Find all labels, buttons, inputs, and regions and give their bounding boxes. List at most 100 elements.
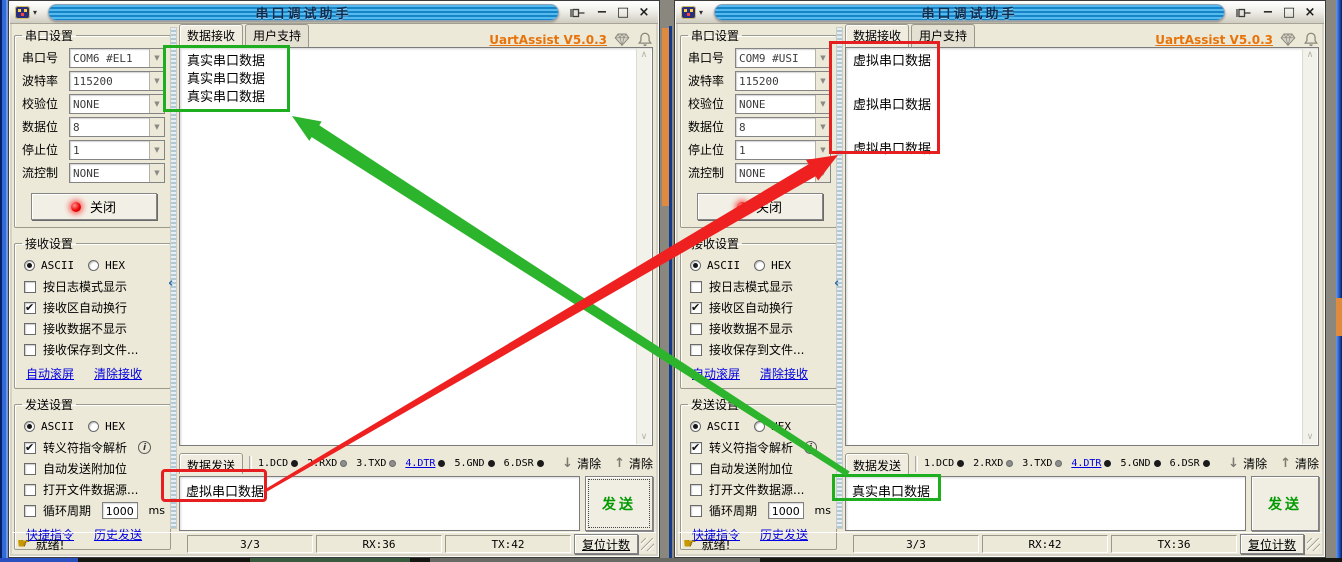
- send-button[interactable]: 发送: [1251, 476, 1319, 531]
- dropdown-arrow-icon[interactable]: ▼: [815, 140, 830, 159]
- collapse-panel-icon[interactable]: ‹: [834, 276, 840, 291]
- dropdown-arrow-icon[interactable]: ▼: [149, 71, 164, 90]
- resize-grip[interactable]: [641, 537, 654, 551]
- scroll-down-icon[interactable]: ∨: [640, 432, 648, 442]
- tab-data-receive[interactable]: 数据接收: [179, 24, 244, 47]
- close-window-button[interactable]: ×: [1304, 5, 1316, 20]
- version-link[interactable]: UartAssist V5.0.3: [489, 33, 607, 47]
- baud-select[interactable]: 115200 ▼: [735, 70, 831, 91]
- pin-dtr[interactable]: 4.DTR: [1071, 458, 1112, 469]
- dropdown-arrow-icon[interactable]: ▼: [815, 163, 830, 182]
- maximize-button[interactable]: □: [1282, 5, 1296, 20]
- auto-scroll-link[interactable]: 自动滚屏: [26, 367, 75, 381]
- shortcut-commands-link[interactable]: 快捷指令: [26, 528, 75, 542]
- dropdown-arrow-icon[interactable]: ▼: [149, 140, 164, 159]
- receive-hex-radio[interactable]: [754, 259, 766, 271]
- log-mode-checkbox[interactable]: [24, 280, 36, 293]
- file-source-checkbox[interactable]: [24, 483, 36, 496]
- tab-data-receive[interactable]: 数据接收: [845, 24, 910, 47]
- hide-received-checkbox[interactable]: [24, 322, 36, 335]
- port-select[interactable]: COM9 #USI ▼: [735, 47, 831, 68]
- scroll-up-icon[interactable]: ∧: [1306, 50, 1314, 60]
- log-mode-checkbox[interactable]: [690, 280, 702, 293]
- close-port-button[interactable]: 关闭: [696, 193, 823, 220]
- clear-receive-button[interactable]: ↓ 清除: [562, 455, 601, 472]
- pin-dtr-label[interactable]: 4.DTR: [405, 458, 436, 469]
- send-history-link[interactable]: 历史发送: [94, 528, 143, 542]
- close-port-button[interactable]: 关闭: [30, 193, 157, 220]
- databits-select[interactable]: 8 ▼: [735, 116, 831, 137]
- receive-data-area[interactable]: 真实串口数据 真实串口数据 真实串口数据 ∧ ∨: [179, 47, 653, 446]
- resize-grip[interactable]: [1307, 537, 1320, 551]
- tab-user-support[interactable]: 用户支持: [245, 24, 310, 47]
- send-ascii-radio[interactable]: [24, 420, 35, 432]
- cycle-period-input[interactable]: 1000: [768, 502, 804, 519]
- minimize-button[interactable]: −: [596, 5, 608, 20]
- window-menu-caret-icon[interactable]: ▾: [699, 8, 704, 17]
- flowctrl-select[interactable]: NONE ▼: [735, 162, 831, 183]
- scroll-down-icon[interactable]: ∨: [1306, 432, 1314, 442]
- info-icon[interactable]: i: [804, 441, 818, 454]
- hide-received-checkbox[interactable]: [690, 322, 702, 335]
- dropdown-arrow-icon[interactable]: ▼: [149, 163, 164, 182]
- file-source-checkbox[interactable]: [690, 483, 702, 496]
- info-icon[interactable]: i: [138, 441, 152, 454]
- scroll-up-icon[interactable]: ∧: [640, 50, 648, 60]
- reset-counter-button[interactable]: 复位计数: [574, 534, 638, 554]
- parity-select[interactable]: NONE ▼: [69, 93, 165, 114]
- clear-receive-link[interactable]: 清除接收: [94, 367, 143, 381]
- save-to-file-checkbox[interactable]: [24, 343, 36, 356]
- baud-select[interactable]: 115200 ▼: [69, 70, 165, 91]
- receive-data-area[interactable]: 虚拟串口数据 虚拟串口数据 虚拟串口数据 ∧ ∨: [845, 47, 1319, 446]
- pin-on-top-icon[interactable]: [1236, 6, 1252, 20]
- auto-append-checkbox[interactable]: [24, 462, 36, 475]
- shortcut-commands-link[interactable]: 快捷指令: [692, 528, 741, 542]
- title-bar[interactable]: ▾ 串口调试助手 − □ ×: [676, 2, 1324, 24]
- scrollbar[interactable]: ∧ ∨: [636, 49, 651, 444]
- dropdown-arrow-icon[interactable]: ▼: [149, 117, 164, 136]
- scrollbar[interactable]: ∧ ∨: [1302, 49, 1317, 444]
- pin-on-top-icon[interactable]: [570, 6, 586, 20]
- flowctrl-select[interactable]: NONE ▼: [69, 162, 165, 183]
- send-hex-radio[interactable]: [754, 420, 766, 432]
- auto-wrap-checkbox[interactable]: [24, 301, 36, 314]
- version-link[interactable]: UartAssist V5.0.3: [1155, 33, 1273, 47]
- app-icon[interactable]: [15, 6, 30, 19]
- escape-parse-checkbox[interactable]: [690, 441, 702, 454]
- title-bar[interactable]: ▾ 串口调试助手 − □ ×: [10, 2, 658, 24]
- tab-data-send[interactable]: 数据发送: [179, 453, 244, 474]
- cycle-send-checkbox[interactable]: [24, 504, 36, 517]
- dropdown-arrow-icon[interactable]: ▼: [815, 48, 830, 67]
- tab-data-send[interactable]: 数据发送: [845, 453, 910, 474]
- close-window-button[interactable]: ×: [638, 5, 650, 20]
- reset-counter-button[interactable]: 复位计数: [1240, 534, 1304, 554]
- collapse-panel-icon[interactable]: ‹: [168, 276, 174, 291]
- cycle-send-checkbox[interactable]: [690, 504, 702, 517]
- parity-select[interactable]: NONE ▼: [735, 93, 831, 114]
- stopbits-select[interactable]: 1 ▼: [735, 139, 831, 160]
- panel-splitter[interactable]: ‹: [834, 27, 843, 529]
- receive-ascii-radio[interactable]: [24, 259, 35, 271]
- bell-notification-icon[interactable]: [637, 32, 653, 47]
- send-ascii-radio[interactable]: [690, 420, 701, 432]
- panel-splitter[interactable]: ‹: [168, 27, 177, 529]
- auto-wrap-checkbox[interactable]: [690, 301, 702, 314]
- clear-receive-button[interactable]: ↓ 清除: [1228, 455, 1267, 472]
- receive-ascii-radio[interactable]: [690, 259, 701, 271]
- tab-user-support[interactable]: 用户支持: [911, 24, 976, 47]
- clear-send-button[interactable]: ↑ 清除: [614, 455, 653, 472]
- dropdown-arrow-icon[interactable]: ▼: [815, 71, 830, 90]
- dropdown-arrow-icon[interactable]: ▼: [815, 117, 830, 136]
- stopbits-select[interactable]: 1 ▼: [69, 139, 165, 160]
- dropdown-arrow-icon[interactable]: ▼: [815, 94, 830, 113]
- pin-dtr-label[interactable]: 4.DTR: [1071, 458, 1102, 469]
- pin-dtr[interactable]: 4.DTR: [405, 458, 446, 469]
- clear-receive-link[interactable]: 清除接收: [760, 367, 809, 381]
- send-button[interactable]: 发送: [585, 476, 653, 531]
- auto-scroll-link[interactable]: 自动滚屏: [692, 367, 741, 381]
- send-input[interactable]: 虚拟串口数据: [179, 476, 580, 531]
- diamond-icon[interactable]: [1280, 32, 1296, 47]
- minimize-button[interactable]: −: [1262, 5, 1274, 20]
- send-input[interactable]: 真实串口数据: [845, 476, 1246, 531]
- port-select[interactable]: COM6 #EL1 ▼: [69, 47, 165, 68]
